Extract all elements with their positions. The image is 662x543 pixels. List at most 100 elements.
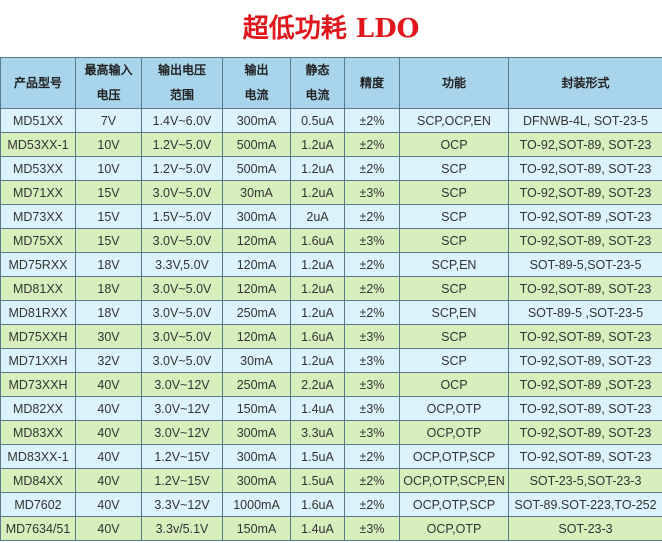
table-cell: 250mA bbox=[222, 300, 291, 325]
table-cell: 120mA bbox=[222, 228, 291, 253]
table-cell: SCP bbox=[399, 156, 509, 181]
table-cell: MD83XX-1 bbox=[0, 444, 76, 469]
table-cell: 250mA bbox=[222, 372, 291, 397]
table-cell: OCP bbox=[399, 132, 509, 157]
column-header-line: 输出 bbox=[244, 63, 269, 77]
column-header: 最高输入 电压 bbox=[75, 57, 142, 109]
column-header-line: 电流 bbox=[305, 88, 330, 102]
column-header: 输出电压 范围 bbox=[141, 57, 223, 109]
table-cell: 3.0V~12V bbox=[141, 396, 223, 421]
table-row: MD73XX 15V 1.5V~5.0V 300mA 2uA ±2% SCP TO-92,SO… bbox=[0, 204, 662, 229]
table-cell: MD7634/51 bbox=[0, 516, 76, 541]
table-cell: 1.4uA bbox=[290, 516, 345, 541]
table-cell: SCP bbox=[399, 324, 509, 349]
table-cell: TO-92,SOT-89, SOT-23 bbox=[508, 444, 662, 469]
table-cell: SOT-23-3 bbox=[508, 516, 662, 541]
table-cell: 300mA bbox=[222, 204, 291, 229]
table-cell: 1.5V~5.0V bbox=[141, 204, 223, 229]
table-cell: OCP,OTP,SCP bbox=[399, 492, 509, 517]
table-cell: 3.3V~12V bbox=[141, 492, 223, 517]
table-cell: 150mA bbox=[222, 516, 291, 541]
table-cell: OCP,OTP,SCP,EN bbox=[399, 468, 509, 493]
table-cell: SOT-89-5,SOT-23-5 bbox=[508, 252, 662, 277]
table-cell: 30mA bbox=[222, 180, 291, 205]
table-cell: 15V bbox=[75, 204, 142, 229]
table-cell: 10V bbox=[75, 132, 142, 157]
column-header: 静态 电流 bbox=[290, 57, 345, 109]
table-cell: SOT-89-5 ,SOT-23-5 bbox=[508, 300, 662, 325]
table-cell: ±2% bbox=[344, 132, 400, 157]
table-cell: 1.2uA bbox=[290, 132, 345, 157]
table-cell: TO-92,SOT-89, SOT-23 bbox=[508, 228, 662, 253]
column-header-line: 精度 bbox=[359, 75, 384, 90]
table-cell: 40V bbox=[75, 420, 142, 445]
table-cell: 1.2V~5.0V bbox=[141, 132, 223, 157]
table-cell: 1.6uA bbox=[290, 492, 345, 517]
column-header-line: 输出电压 bbox=[157, 63, 206, 77]
table-cell: 1.2uA bbox=[290, 252, 345, 277]
table-cell: 1.4V~6.0V bbox=[141, 108, 223, 133]
table-cell: 32V bbox=[75, 348, 142, 373]
table-cell: 18V bbox=[75, 252, 142, 277]
table-cell: 300mA bbox=[222, 108, 291, 133]
table-cell: MD81XX bbox=[0, 276, 76, 301]
column-header-line: 产品型号 bbox=[13, 75, 62, 90]
table-row: MD73XXH 40V 3.0V~12V 250mA 2.2uA ±3% OCP TO-92,… bbox=[0, 372, 662, 397]
header-row: 产品型号 最高输入 电压 输出电压 范围 输出 电流 静态 电流 精度 功能 封装形式 bbox=[0, 57, 662, 109]
table-cell: 120mA bbox=[222, 252, 291, 277]
column-header-line: 功能 bbox=[441, 75, 466, 90]
table-cell: 1.4uA bbox=[290, 396, 345, 421]
column-header: 精度 bbox=[344, 57, 400, 109]
column-header-line: 最高输入 bbox=[84, 63, 133, 77]
table-cell: ±2% bbox=[344, 444, 400, 469]
column-header: 封装形式 bbox=[508, 57, 662, 109]
table-cell: ±3% bbox=[344, 396, 400, 421]
table-cell: MD75XX bbox=[0, 228, 76, 253]
table-cell: ±2% bbox=[344, 492, 400, 517]
table-row: MD75XX 15V 3.0V~5.0V 120mA 1.6uA ±3% SCP TO-92,… bbox=[0, 228, 662, 253]
table-cell: 40V bbox=[75, 492, 142, 517]
table-cell: ±2% bbox=[344, 300, 400, 325]
table-cell: 7V bbox=[75, 108, 142, 133]
column-header: 功能 bbox=[399, 57, 509, 109]
table-row: MD83XX 40V 3.0V~12V 300mA 3.3uA ±3% OCP,OTP TO-… bbox=[0, 420, 662, 445]
table-cell: 3.0V~5.0V bbox=[141, 348, 223, 373]
column-header-line: 封装形式 bbox=[561, 75, 610, 90]
table-cell: SCP bbox=[399, 204, 509, 229]
column-header-line: 电压 bbox=[96, 88, 121, 102]
table-cell: ±3% bbox=[344, 372, 400, 397]
table-row: MD81XX 18V 3.0V~5.0V 120mA 1.2uA ±2% SCP TO-92,… bbox=[0, 276, 662, 301]
table-cell: SCP bbox=[399, 228, 509, 253]
table-cell: SCP,EN bbox=[399, 252, 509, 277]
table-cell: ±2% bbox=[344, 108, 400, 133]
column-header: 输出 电流 bbox=[222, 57, 291, 109]
column-header-line: 静态 bbox=[305, 63, 330, 77]
table-cell: MD71XXH bbox=[0, 348, 76, 373]
table-cell: 18V bbox=[75, 300, 142, 325]
table-cell: TO-92,SOT-89, SOT-23 bbox=[508, 156, 662, 181]
table-row: MD82XX 40V 3.0V~12V 150mA 1.4uA ±3% OCP,OTP TO-… bbox=[0, 396, 662, 421]
table-cell: SCP bbox=[399, 348, 509, 373]
table-row: MD53XX-1 10V 1.2V~5.0V 500mA 1.2uA ±2% OCP TO-9… bbox=[0, 132, 662, 157]
table-cell: 3.0V~12V bbox=[141, 420, 223, 445]
table-cell: SOT-89.SOT-223,TO-252 bbox=[508, 492, 662, 517]
column-header: 产品型号 bbox=[0, 57, 76, 109]
table-cell: MD7602 bbox=[0, 492, 76, 517]
table-row: MD83XX-1 40V 1.2V~15V 300mA 1.5uA ±2% OCP,OTP,… bbox=[0, 444, 662, 469]
table-row: MD81RXX 18V 3.0V~5.0V 250mA 1.2uA ±2% SCP,EN SO… bbox=[0, 300, 662, 325]
table-cell: 10V bbox=[75, 156, 142, 181]
table-cell: 1.2uA bbox=[290, 348, 345, 373]
table-cell: ±3% bbox=[344, 228, 400, 253]
table-cell: TO-92,SOT-89, SOT-23 bbox=[508, 276, 662, 301]
table-cell: 500mA bbox=[222, 132, 291, 157]
table-row: MD71XX 15V 3.0V~5.0V 30mA 1.2uA ±3% SCP TO-92,S… bbox=[0, 180, 662, 205]
ldo-product-table: 产品型号 最高输入 电压 输出电压 范围 输出 电流 静态 电流 精度 功能 封装形式 MD51XX 7… bbox=[0, 57, 662, 541]
table-cell: 120mA bbox=[222, 276, 291, 301]
table-cell: 3.3V,5.0V bbox=[141, 252, 223, 277]
table-cell: MD71XX bbox=[0, 180, 76, 205]
table-cell: SCP bbox=[399, 276, 509, 301]
table-row: MD51XX 7V 1.4V~6.0V 300mA 0.5uA ±2% SCP,OCP,EN… bbox=[0, 108, 662, 133]
table-cell: 1.2V~15V bbox=[141, 468, 223, 493]
table-cell: OCP,OTP bbox=[399, 396, 509, 421]
table-cell: ±2% bbox=[344, 156, 400, 181]
